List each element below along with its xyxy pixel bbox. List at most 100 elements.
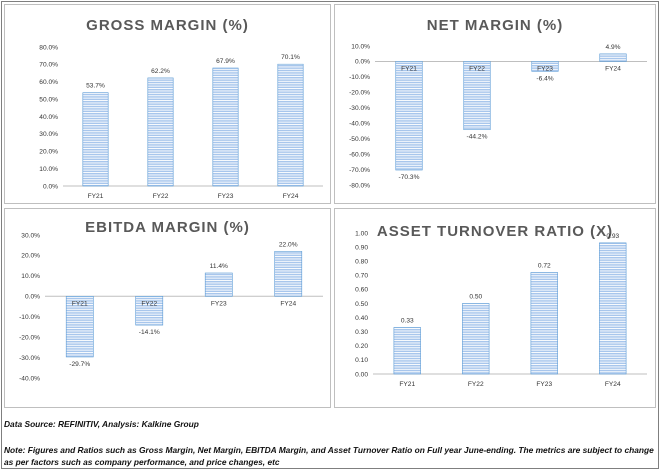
y-tick-label: 0.30 (355, 329, 368, 336)
net-margin-panel: NET MARGIN (%) 10.0% 0.0% -10.0% -20.0% -30.… (334, 4, 656, 204)
y-tick-label: 0.0% (43, 183, 58, 190)
bar (393, 327, 421, 375)
y-tick-label: 80.0% (39, 44, 58, 51)
y-tick-label: -30.0% (349, 105, 370, 112)
data-label: 0.93 (606, 233, 619, 240)
gross-margin-chart: 80.0% 70.0% 60.0% 50.0% 40.0% 30.0% 20.0% 10.0%… (39, 44, 323, 200)
bar (147, 77, 174, 187)
y-tick-label: -60.0% (349, 151, 370, 158)
data-label: 70.1% (281, 54, 300, 61)
bar (204, 272, 233, 297)
category-label: FY24 (605, 381, 621, 388)
y-tick-label: -50.0% (349, 136, 370, 143)
data-label: 0.72 (538, 262, 551, 269)
category-label: FY22 (469, 65, 485, 72)
category-label: FY22 (468, 381, 484, 388)
data-label: 62.2% (151, 68, 170, 75)
bar (599, 242, 627, 375)
data-label: 11.4% (210, 263, 228, 270)
bar (395, 61, 423, 171)
category-label: FY23 (218, 193, 234, 200)
disclaimer-note: Note: Figures and Ratios such as Gross M… (4, 445, 654, 467)
data-label: -6.4% (536, 75, 553, 82)
category-label: FY24 (605, 65, 621, 72)
asset-turnover-panel: ASSET TURNOVER RATIO (X) 1.00 0.90 0.80 0.7… (334, 208, 656, 408)
y-tick-label: 10.0% (21, 273, 40, 280)
y-tick-label: 20.0% (21, 253, 40, 260)
y-tick-label: 0.80 (355, 259, 368, 266)
y-tick-label: 0.20 (355, 343, 368, 350)
category-label: FY23 (537, 65, 553, 72)
bar (82, 92, 109, 187)
data-label: 0.33 (401, 317, 414, 324)
data-label: -29.7% (69, 361, 90, 368)
data-label: 53.7% (86, 83, 105, 90)
data-label: 4.9% (605, 44, 620, 51)
data-label: -44.2% (467, 134, 488, 141)
data-label: 22.0% (279, 241, 298, 248)
category-label: FY22 (153, 193, 169, 200)
y-tick-label: -80.0% (349, 182, 370, 189)
bar (530, 272, 558, 375)
category-label: FY21 (401, 65, 417, 72)
y-tick-label: 0.10 (355, 357, 368, 364)
chart-title: EBITDA MARGIN (%) (85, 219, 250, 236)
y-tick-label: 30.0% (21, 232, 40, 239)
y-tick-label: 0.60 (355, 287, 368, 294)
y-tick-label: -10.0% (19, 314, 40, 321)
y-tick-label: 0.0% (355, 59, 370, 66)
category-label: FY23 (536, 381, 552, 388)
category-label: FY21 (88, 193, 104, 200)
category-label: FY24 (280, 300, 296, 307)
y-tick-label: -40.0% (349, 121, 370, 128)
y-tick-label: -70.0% (349, 167, 370, 174)
y-tick-label: 0.40 (355, 315, 368, 322)
gross-margin-panel: GROSS MARGIN (%) 80.0% 70.0% 60.0% 50.0% 40.… (4, 4, 331, 204)
data-label: 67.9% (216, 58, 235, 65)
chart-title: NET MARGIN (%) (426, 17, 564, 34)
bar (212, 67, 239, 187)
y-tick-label: -10.0% (349, 74, 370, 81)
data-label: -70.3% (399, 174, 420, 181)
bar (65, 295, 94, 358)
data-label: 0.50 (469, 294, 482, 301)
y-tick-label: 30.0% (39, 131, 58, 138)
category-label: FY21 (72, 300, 88, 307)
y-tick-label: 10.0% (39, 166, 58, 173)
data-source-note: Data Source: REFINITIV, Analysis: Kalkin… (4, 419, 199, 429)
chart-title: ASSET TURNOVER RATIO (X) (376, 223, 614, 240)
asset-turnover-chart: 1.00 0.90 0.80 0.70 0.60 0.50 0.40 0.30 0.20 0.10… (355, 230, 647, 388)
y-tick-label: 20.0% (39, 149, 58, 156)
y-tick-label: 40.0% (39, 114, 58, 121)
data-label: -14.1% (139, 329, 160, 336)
y-tick-label: 1.00 (355, 230, 368, 237)
category-label: FY21 (399, 381, 415, 388)
category-label: FY23 (211, 300, 227, 307)
y-tick-label: -20.0% (19, 334, 40, 341)
y-tick-label: 10.0% (351, 43, 370, 50)
y-tick-label: 50.0% (39, 96, 58, 103)
y-tick-label: -40.0% (19, 375, 40, 382)
y-tick-label: 60.0% (39, 79, 58, 86)
bar (135, 295, 164, 326)
category-label: FY24 (283, 193, 299, 200)
bar (274, 251, 303, 297)
bar (277, 63, 304, 187)
bar (599, 53, 627, 62)
ebitda-margin-panel: EBITDA MARGIN (%) 30.0% 20.0% 10.0% 0.0% -10… (4, 208, 331, 408)
y-tick-label: 0.00 (355, 371, 368, 378)
y-tick-label: 0.0% (25, 294, 40, 301)
y-tick-label: -20.0% (349, 90, 370, 97)
category-label: FY22 (141, 300, 157, 307)
y-tick-label: 0.50 (355, 301, 368, 308)
bar (463, 61, 491, 131)
y-tick-label: 0.70 (355, 273, 368, 280)
net-margin-chart: 10.0% 0.0% -10.0% -20.0% -30.0% -40.0% -50.0% -… (349, 43, 647, 189)
y-tick-label: -30.0% (19, 355, 40, 362)
y-tick-label: 70.0% (39, 62, 58, 69)
chart-title: GROSS MARGIN (%) (86, 17, 249, 34)
bar (462, 303, 490, 375)
y-tick-label: 0.90 (355, 244, 368, 251)
bar (531, 61, 559, 72)
